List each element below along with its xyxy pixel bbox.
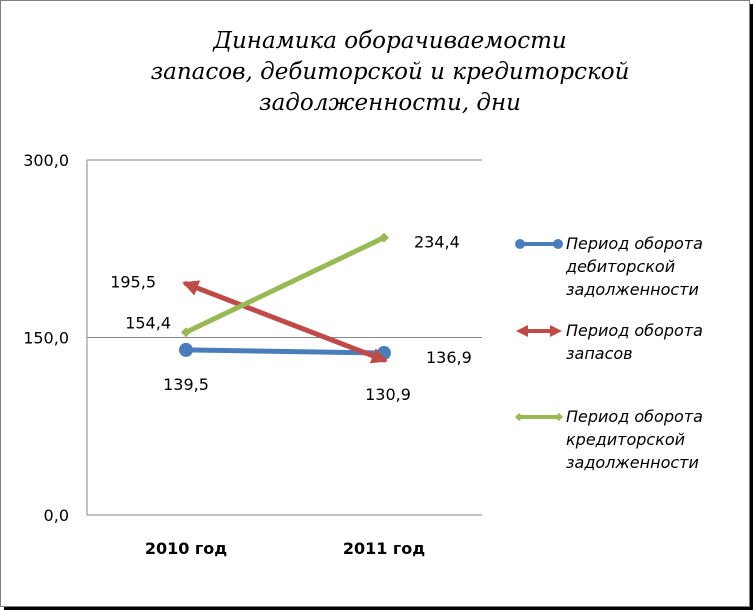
legend-label-receivables-2: дебиторской [566, 257, 676, 276]
series-line [183, 281, 387, 363]
chart-title-line-3: задолженности, дни [259, 90, 521, 116]
data-point [179, 342, 193, 357]
legend-label-inventory-1: Период оборота [566, 321, 703, 340]
data-label: 154,4 [125, 313, 171, 332]
legend-label-payables-1: Период оборота [566, 407, 703, 426]
legend-item-receivables: Период оборота дебиторской задолженности [512, 232, 742, 301]
data-point [181, 327, 191, 338]
legend-label-payables-3: задолженности [566, 453, 699, 472]
legend-swatch-receivables [515, 239, 563, 249]
data-point [369, 348, 388, 364]
data-label: 195,5 [110, 273, 156, 292]
data-point [182, 280, 201, 296]
chart-title-line-2: запасов, дебиторской и кредиторской [150, 59, 630, 85]
legend-label-payables-2: кредиторской [566, 430, 686, 449]
legend: Период оборота дебиторской задолженности… [512, 232, 742, 474]
data-label: 136,9 [426, 348, 472, 367]
chart-title-line-1: Динамика оборачиваемости [213, 28, 567, 54]
data-point [379, 232, 389, 243]
legend-label-receivables-3: задолженности [566, 280, 699, 299]
chart-title: Динамика оборачиваемости запасов, дебито… [120, 26, 660, 119]
y-tick-label: 150,0 [23, 329, 69, 348]
legend-label-inventory-2: запасов [566, 344, 633, 363]
series-line [183, 347, 387, 356]
y-tick-label: 0,0 [44, 506, 69, 525]
legend-item-payables: Период оборота кредиторской задолженност… [512, 405, 742, 474]
y-tick-label: 300,0 [23, 151, 69, 170]
legend-swatch-inventory [516, 325, 562, 337]
legend-swatch-payables [515, 413, 563, 421]
x-tick-label: 2010 год [145, 539, 227, 558]
x-tick-label: 2011 год [343, 539, 425, 558]
data-label: 130,9 [365, 385, 411, 404]
series-line [183, 235, 387, 335]
legend-item-inventory: Период оборота запасов [512, 319, 742, 365]
legend-label-receivables-1: Период оборота [566, 234, 703, 253]
data-label: 234,4 [414, 233, 460, 252]
data-label: 139,5 [163, 375, 209, 394]
